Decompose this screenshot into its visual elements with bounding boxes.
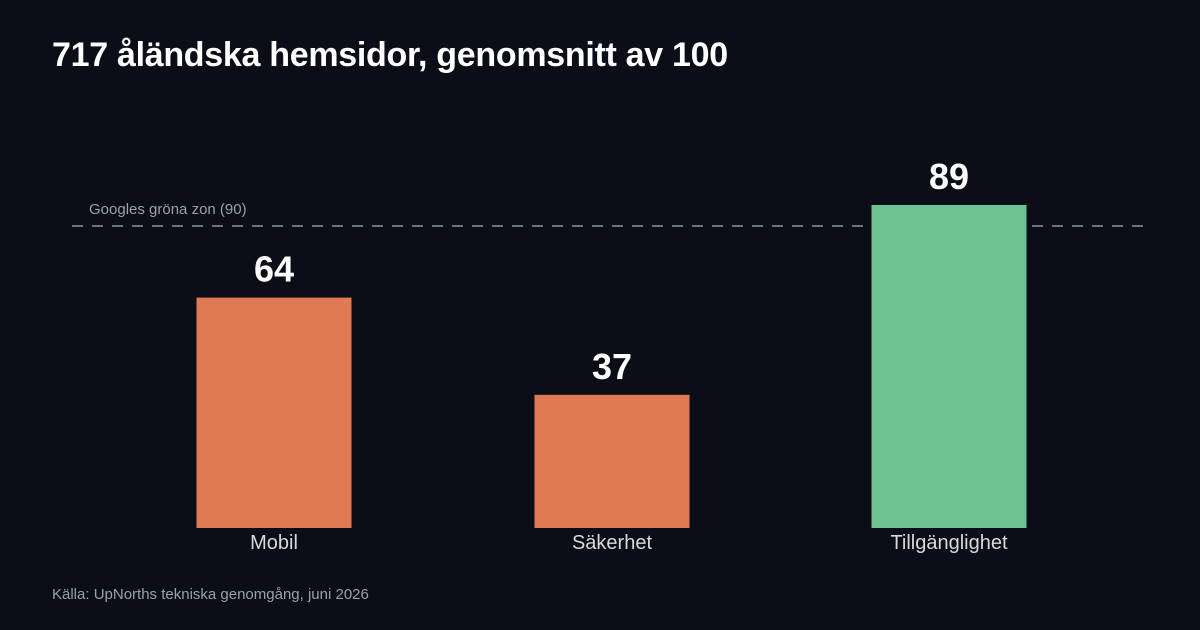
reference-line-label: Googles gröna zon (90) <box>89 201 247 218</box>
category-label: Säkerhet <box>572 532 652 554</box>
data-label: 64 <box>254 249 294 290</box>
bar-tillgänglighet <box>871 205 1027 528</box>
category-label: Mobil <box>250 532 298 554</box>
bar-säkerhet <box>534 394 690 528</box>
bar-mobil <box>196 297 352 528</box>
category-label: Tillgänglighet <box>890 532 1008 554</box>
data-label: 89 <box>929 156 969 197</box>
source-note: Källa: UpNorths tekniska genomgång, juni… <box>52 586 369 603</box>
data-label: 37 <box>592 346 632 387</box>
chart-title: 717 åländska hemsidor, genomsnitt av 100 <box>52 36 728 74</box>
labels-group: 64 Mobil 37 Säkerhet 89 Tillgänglighet <box>250 156 1008 554</box>
bars-group <box>196 205 1027 528</box>
